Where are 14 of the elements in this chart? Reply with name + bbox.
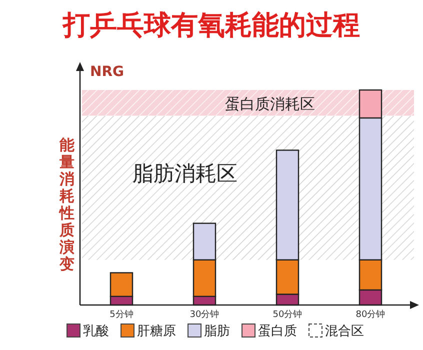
legend-label: 脂肪 (204, 324, 230, 339)
text: NRG (90, 64, 124, 80)
legend-label: 蛋白质 (258, 324, 297, 339)
legend-label: 肝糖原 (137, 324, 176, 339)
y-axis-title: 能量消耗性质演变 (58, 136, 76, 273)
chart-title: 打乒乓球有氧耗能的过程 (62, 10, 360, 41)
x-tick-label: 50分钟 (272, 309, 302, 320)
x-tick-label: 80分钟 (356, 309, 386, 320)
band-label: 脂肪消耗区 (132, 162, 238, 186)
x-tick-label: 5分钟 (110, 309, 134, 320)
legend-label: 乳酸 (83, 324, 109, 339)
legend-label: 混合区 (325, 324, 364, 339)
x-tick-label: 30分钟 (190, 309, 220, 320)
band-label: 蛋白质消耗区 (225, 94, 315, 113)
